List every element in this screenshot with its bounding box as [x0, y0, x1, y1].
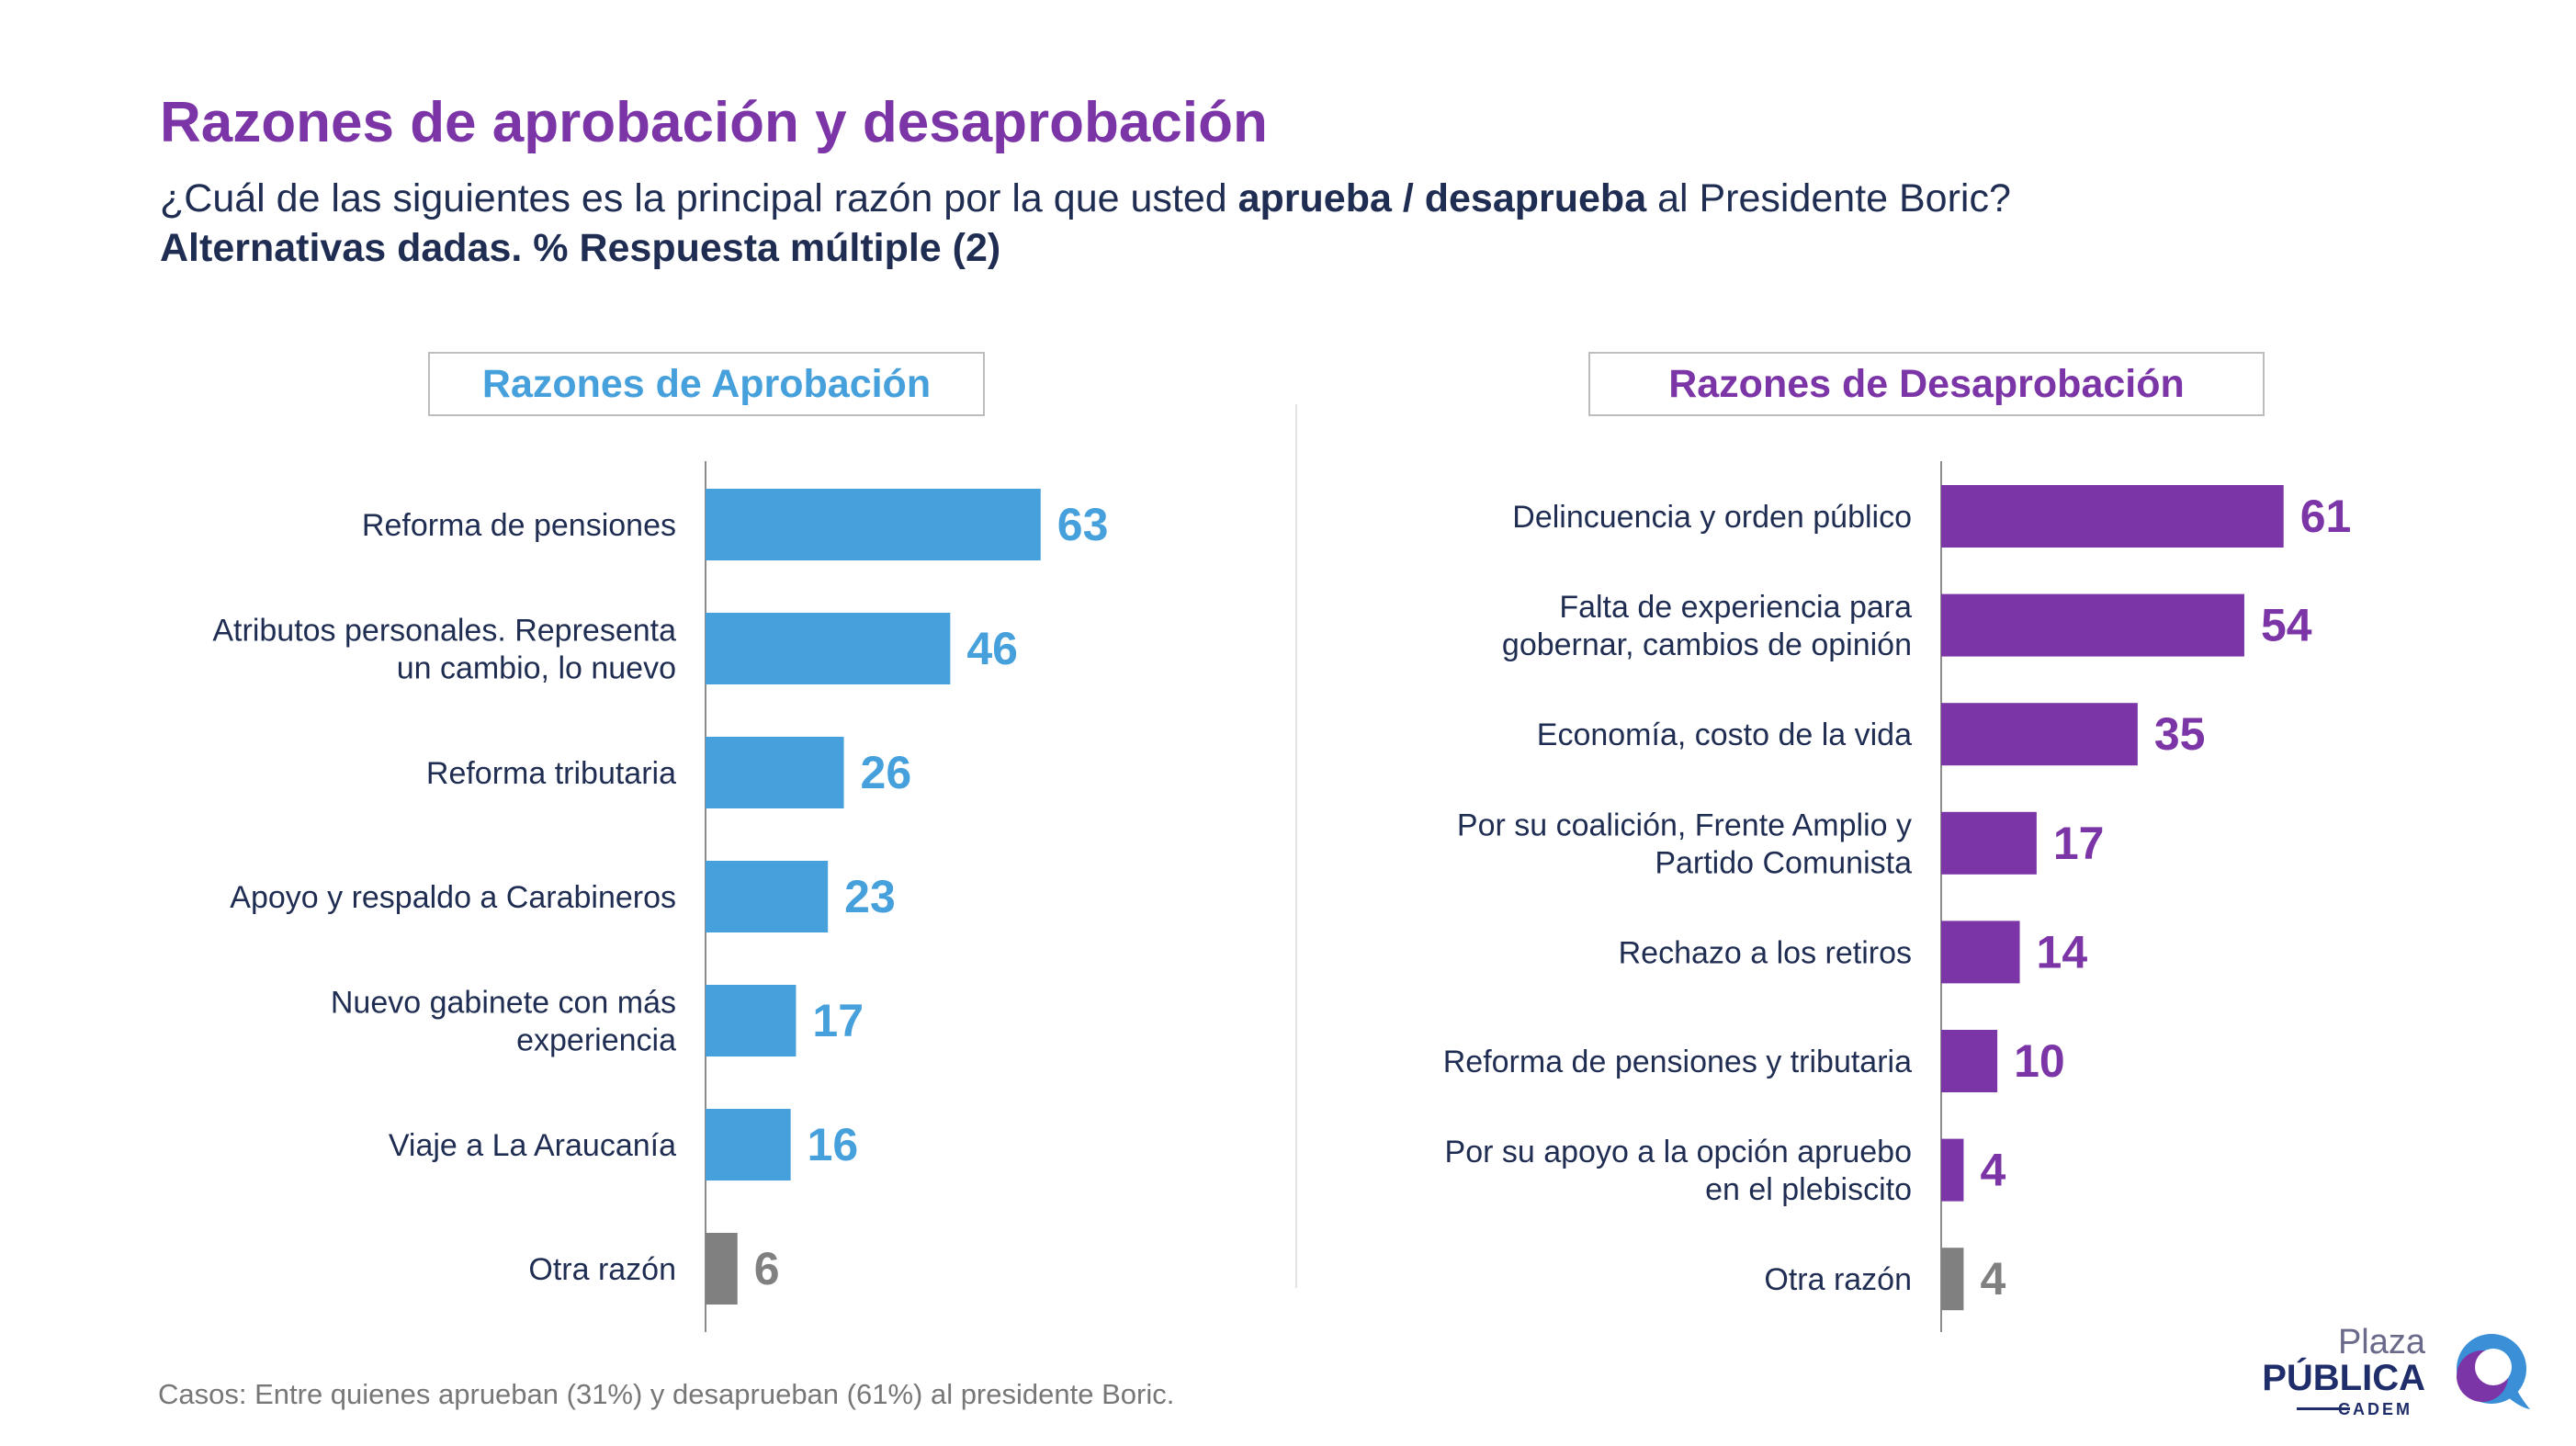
logo-line-plaza: Plaza [2337, 1323, 2425, 1361]
approval-category-label-5: Nuevo gabinete con más experiencia [331, 986, 676, 1058]
question-text-emphasis: aprueba / desaprueba [1237, 176, 1647, 220]
approval-bar-1 [706, 489, 1041, 560]
disapproval-category-label-5: Rechazo a los retiros [1619, 935, 1912, 970]
approval-category-label-7-line-1: Otra razón [528, 1252, 676, 1287]
disapproval-bar-1 [1941, 485, 2284, 548]
approval-category-label-2-line-1: Atributos personales. Representa [212, 614, 676, 649]
approval-category-label-6: Viaje a La Araucanía [389, 1128, 676, 1163]
approval-bar-3 [706, 737, 844, 808]
approval-value-label-3: 26 [861, 747, 912, 798]
survey-question: ¿Cuál de las siguientes es la principal … [160, 176, 2011, 221]
disapproval-category-label-8-line-1: Otra razón [1764, 1262, 1912, 1297]
disapproval-bar-6 [1941, 1030, 1998, 1092]
disapproval-bar-8 [1941, 1248, 1964, 1311]
disapproval-value-label-8: 4 [1980, 1253, 2005, 1305]
approval-bar-6 [706, 1109, 791, 1181]
disapproval-bar-4 [1941, 811, 2037, 875]
panel-divider [1295, 404, 1297, 1288]
logo-line-cadem: CADEM [2338, 1400, 2412, 1418]
disapproval-value-label-2: 54 [2261, 600, 2312, 651]
disapproval-category-label-7: Por su apoyo a la opción apruebo en el pl… [1445, 1135, 1912, 1207]
approval-panel-title: Razones de Aprobación [428, 352, 985, 416]
disapproval-category-label-2-line-2: gobernar, cambios de opinión [1502, 627, 1912, 662]
approval-category-label-1-line-1: Reforma de pensiones [362, 508, 676, 543]
approval-category-label-3: Reforma tributaria [426, 756, 676, 791]
approval-category-label-5-line-1: Nuevo gabinete con más [331, 986, 676, 1021]
approval-bar-5 [706, 985, 797, 1056]
logo-swirl-icon [2457, 1334, 2530, 1409]
disapproval-value-label-7: 4 [1980, 1145, 2005, 1196]
disapproval-bar-5 [1941, 921, 2020, 984]
survey-note: Alternativas dadas. % Respuesta múltiple… [160, 226, 1001, 270]
plaza-publica-logo: Plaza PÚBLICA CADEM [2262, 1323, 2534, 1424]
approval-category-label-7: Otra razón [528, 1252, 676, 1287]
footer-label: Casos: [158, 1378, 247, 1410]
disapproval-bar-7 [1941, 1138, 1964, 1202]
disapproval-category-label-7-line-2: en el plebiscito [1705, 1172, 1912, 1207]
disapproval-category-label-5-line-1: Rechazo a los retiros [1619, 935, 1912, 970]
disapproval-value-label-3: 35 [2154, 708, 2206, 760]
approval-category-label-4-line-1: Apoyo y respaldo a Carabineros [230, 880, 676, 915]
approval-category-label-3-line-1: Reforma tributaria [426, 756, 676, 791]
approval-category-label-4: Apoyo y respaldo a Carabineros [230, 880, 676, 915]
approval-bar-2 [706, 613, 951, 684]
disapproval-category-label-2: Falta de experiencia para gobernar, cambi… [1502, 590, 1912, 662]
disapproval-category-label-3-line-1: Economía, costo de la vida [1537, 717, 1912, 752]
disapproval-category-label-2-line-1: Falta de experiencia para [1559, 590, 1912, 625]
disapproval-category-label-8: Otra razón [1764, 1262, 1912, 1297]
footer-cases: Casos: Entre quienes aprueban (31%) y de… [158, 1378, 1174, 1411]
logo-line-publica: PÚBLICA [2262, 1358, 2425, 1398]
disapproval-category-label-7-line-1: Por su apoyo a la opción apruebo [1445, 1135, 1912, 1169]
disapproval-chart: 61 Delincuencia y orden público 54 Falta de… [1443, 461, 2352, 1332]
approval-value-label-1: 63 [1057, 499, 1109, 550]
disapproval-bar-3 [1941, 703, 2138, 766]
approval-category-label-1: Reforma de pensiones [362, 508, 676, 543]
disapproval-category-label-1-line-1: Delincuencia y orden público [1512, 500, 1912, 535]
disapproval-category-label-6-line-1: Reforma de pensiones y tributaria [1443, 1045, 1912, 1079]
approval-category-label-5-line-2: experiencia [516, 1023, 676, 1058]
disapproval-value-label-1: 61 [2300, 491, 2352, 542]
disapproval-category-label-1: Delincuencia y orden público [1512, 500, 1912, 535]
approval-chart: 63 Reforma de pensiones 46 Atributos person… [212, 461, 1109, 1332]
approval-category-label-2: Atributos personales. Representa un cambi… [212, 614, 676, 686]
disapproval-category-label-4-line-1: Por su coalición, Frente Amplio y [1457, 808, 1912, 842]
approval-value-label-6: 16 [808, 1119, 859, 1170]
disapproval-value-label-5: 14 [2037, 926, 2088, 977]
disapproval-category-label-4-line-2: Partido Comunista [1655, 845, 1912, 880]
disapproval-category-label-4: Por su coalición, Frente Amplio y Partido… [1457, 808, 1912, 880]
disapproval-value-label-6: 10 [2014, 1035, 2065, 1087]
logo-underline [2297, 1407, 2350, 1410]
approval-value-label-2: 46 [966, 623, 1018, 674]
disapproval-category-label-6: Reforma de pensiones y tributaria [1443, 1045, 1912, 1079]
approval-bar-7 [706, 1233, 738, 1305]
approval-value-label-4: 23 [844, 871, 896, 922]
question-text-start: ¿Cuál de las siguientes es la principal … [160, 176, 1238, 220]
approval-value-label-7: 6 [754, 1243, 780, 1294]
approval-bar-4 [706, 861, 829, 932]
disapproval-panel-title: Razones de Desaprobación [1588, 352, 2265, 416]
footer-text: Entre quienes aprueban (31%) y desaprueb… [246, 1378, 1175, 1410]
disapproval-bar-2 [1941, 593, 2244, 657]
disapproval-category-label-3: Economía, costo de la vida [1537, 717, 1912, 752]
disapproval-value-label-4: 17 [2053, 818, 2105, 869]
question-text-end: al Presidente Boric? [1646, 176, 2011, 220]
page-title: Razones de aprobación y desaprobación [160, 91, 1268, 154]
approval-value-label-5: 17 [812, 995, 864, 1046]
approval-category-label-6-line-1: Viaje a La Araucanía [389, 1128, 676, 1163]
approval-category-label-2-line-2: un cambio, lo nuevo [397, 651, 676, 686]
